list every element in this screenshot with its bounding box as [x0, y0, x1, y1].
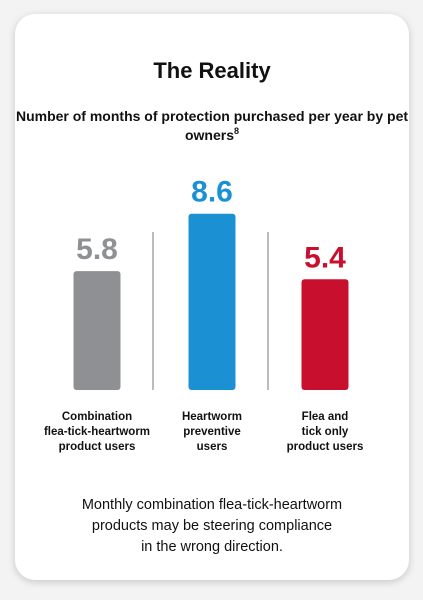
chart-caption: Monthly combination flea-tick-heartworm …: [15, 495, 409, 558]
caption-line-1: Monthly combination flea-tick-heartworm: [81, 497, 343, 513]
category-label-1-line-2: flea-tick-heartworm: [44, 426, 150, 438]
value-label-3: 5.4: [304, 241, 346, 274]
category-label-3-line-3: product users: [287, 441, 364, 453]
chart-title: The Reality: [153, 58, 271, 83]
bar-2: [188, 213, 236, 390]
category-label-3-line-2: tick only: [302, 426, 349, 438]
category-label-2-line-3: users: [197, 441, 228, 453]
category-label-1-line-1: Combination: [62, 411, 132, 423]
bar-3: [301, 279, 349, 390]
infographic-card: The Reality Number of months of protecti…: [15, 14, 409, 580]
chart-subtitle: Number of months of protection purchased…: [15, 107, 409, 145]
category-label-2-line-2: preventive: [183, 426, 241, 438]
subtitle-footnote-ref: 8: [234, 126, 240, 136]
subtitle-text: Number of months of protection purchased…: [15, 108, 409, 143]
caption-line-3: in the wrong direction.: [141, 539, 283, 555]
category-label-1-line-3: product users: [59, 441, 136, 453]
category-label-2-line-1: Heartworm: [182, 411, 242, 423]
bar-1: [73, 271, 121, 390]
caption-line-2: products may be steering compliance: [91, 518, 333, 534]
value-label-1: 5.8: [76, 233, 118, 266]
category-label-3-line-1: Flea and: [302, 411, 349, 423]
bar-chart: 5.8 Combination flea-tick-heartworm product…: [44, 176, 364, 453]
value-label-2: 8.6: [191, 176, 233, 209]
